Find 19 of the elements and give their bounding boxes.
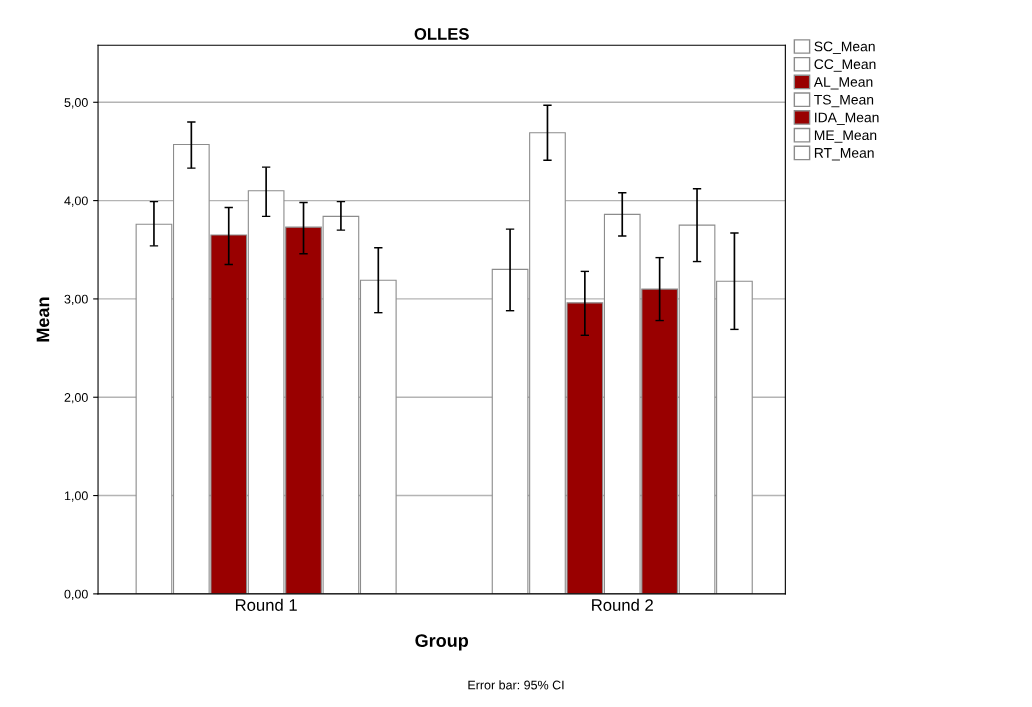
y-tick-label: 0,00 bbox=[64, 589, 88, 601]
text: Error bar: 95% CI bbox=[468, 680, 564, 690]
chart-title: OLLES bbox=[414, 28, 469, 40]
y-tick-label: 5,00 bbox=[64, 98, 88, 109]
x-tick-label: Round 2 bbox=[592, 598, 653, 611]
y-tick-label: 3,00 bbox=[64, 294, 88, 306]
x-tick-label: Round 1 bbox=[235, 598, 297, 611]
y-tick-label: 2,00 bbox=[64, 393, 88, 404]
legend-label: IDA_Mean bbox=[815, 112, 879, 125]
legend-label: SC_Mean bbox=[814, 41, 875, 54]
y-axis-title: Mean bbox=[36, 297, 50, 342]
x-axis-title: Group bbox=[415, 634, 469, 651]
legend-label: CC_Mean bbox=[814, 59, 876, 72]
y-tick-label: 1,00 bbox=[64, 491, 88, 502]
legend-label: ME_Mean bbox=[814, 130, 877, 143]
legend-label: TS_Mean bbox=[814, 94, 874, 108]
legend-label: RT_Mean bbox=[814, 148, 874, 161]
y-tick-label: 4,00 bbox=[64, 196, 88, 207]
legend-label: AL_Mean bbox=[813, 77, 873, 90]
